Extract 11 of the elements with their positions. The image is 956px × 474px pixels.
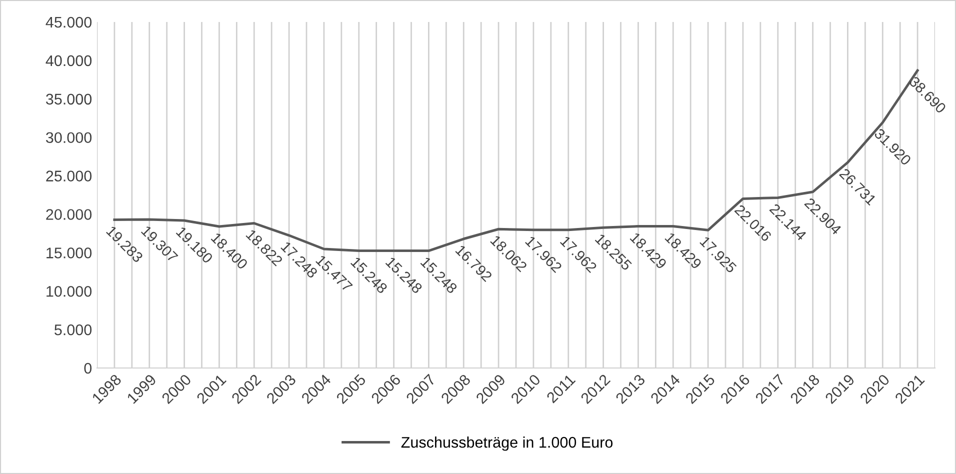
y-tick-label: 30.000 <box>46 132 92 144</box>
y-tick-label: 25.000 <box>46 170 92 182</box>
y-tick-label: 10.000 <box>46 286 92 297</box>
y-tick-label: 5.000 <box>54 324 92 336</box>
y-tick-label: 35.000 <box>46 94 92 105</box>
y-tick-label: 20.000 <box>46 209 92 220</box>
y-tick-label: 45.000 <box>46 16 92 28</box>
legend-label: Zuschussbeträge in 1.000 Euro <box>401 436 613 451</box>
y-tick-label: 0 <box>84 362 92 374</box>
y-tick-label: 40.000 <box>46 55 92 66</box>
y-tick-label: 15.000 <box>46 248 92 258</box>
